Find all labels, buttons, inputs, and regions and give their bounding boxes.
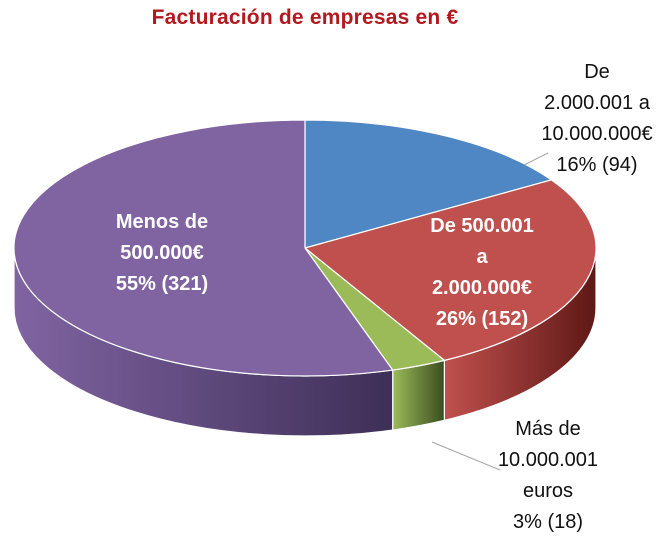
slice-label-line: De 500.001 <box>430 215 533 237</box>
slice-label-0: De 2.000.001 a 10.000.000€ 16% (94) <box>541 61 652 176</box>
slice-label-line: De <box>584 61 610 83</box>
pie-slice-3 <box>13 119 394 377</box>
chart-title: Facturación de empresas en € <box>151 6 459 29</box>
pie-slice-1 <box>303 179 597 362</box>
slice-label-line: Menos de <box>116 211 208 233</box>
slice-label-line: 2.000.000€ <box>432 277 532 299</box>
slice-label-2: Más de 10.000.001 euros 3% (18) <box>498 418 598 533</box>
slice-label-line: 10.000.001 <box>498 449 598 471</box>
slice-label-line: 2.000.001 a <box>544 92 651 114</box>
slice-label-line: 10.000.000€ <box>541 123 652 145</box>
slice-label-line: Más de <box>515 418 581 440</box>
pie-slice-0 <box>304 119 553 249</box>
slice-label-line: a <box>476 246 488 268</box>
slice-label-line: 26% (152) <box>436 308 528 330</box>
slice-label-1: De 500.001 a 2.000.000€ 26% (152) <box>430 215 533 330</box>
slice-label-line: 55% (321) <box>116 273 208 295</box>
slice-label-line: euros <box>523 480 573 502</box>
slice-label-3: Menos de 500.000€ 55% (321) <box>116 211 208 295</box>
leader-line-0 <box>523 152 549 166</box>
slice-label-line: 500.000€ <box>120 242 203 264</box>
leader-line-2 <box>431 441 501 471</box>
slice-label-line: 3% (18) <box>513 511 583 533</box>
slice-label-line: 16% (94) <box>556 154 637 176</box>
pie-side-2 <box>392 359 445 431</box>
